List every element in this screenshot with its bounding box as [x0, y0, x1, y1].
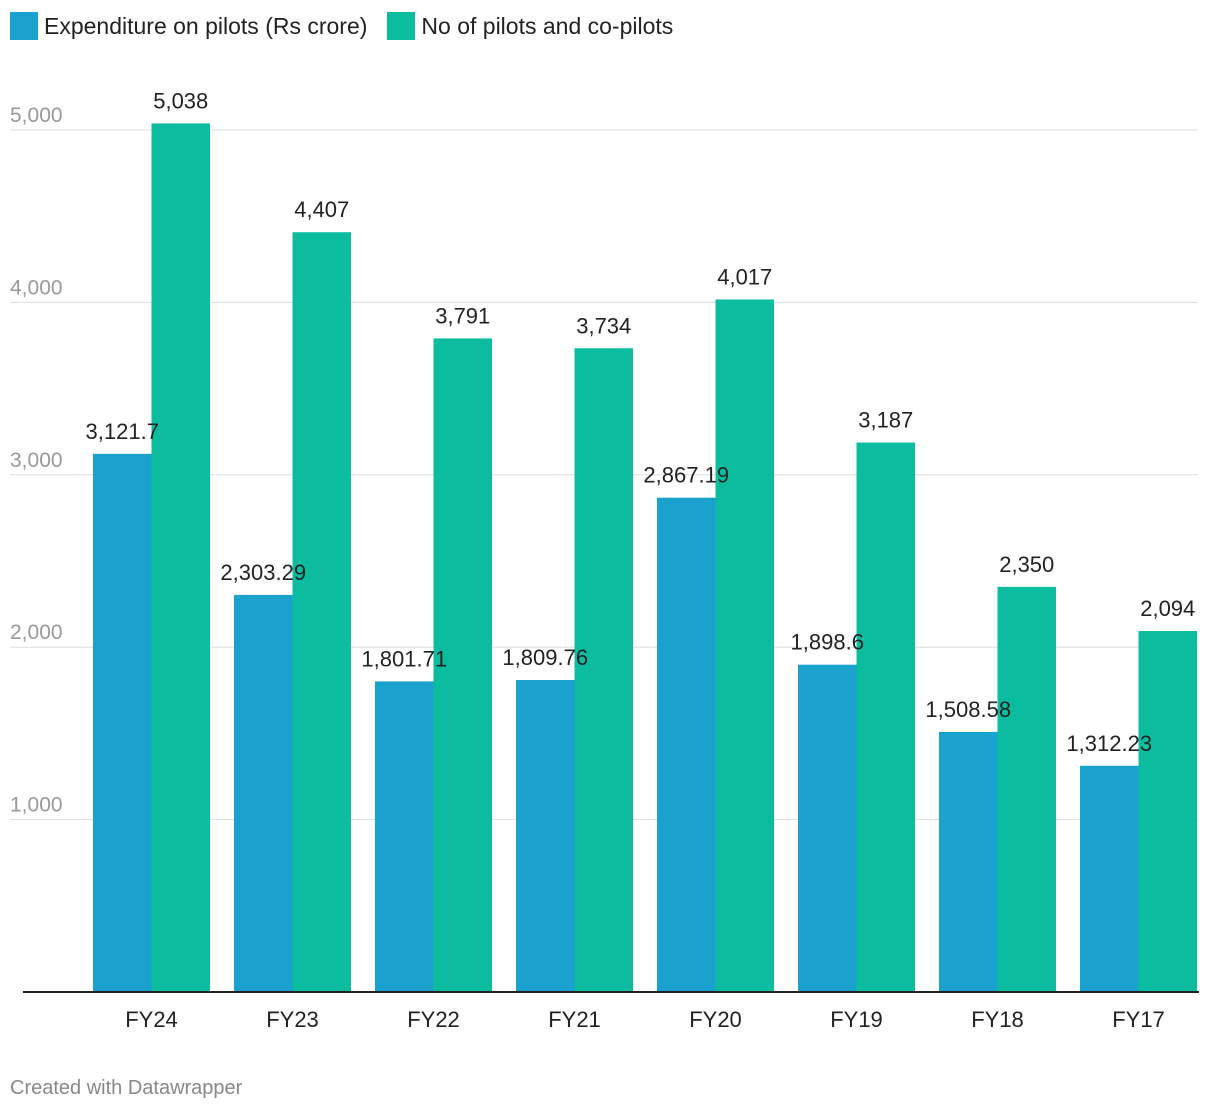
bar-pilots-fy19	[856, 442, 915, 993]
legend: Expenditure on pilots (Rs crore) No of p…	[10, 12, 693, 40]
data-label-expenditure-fy22: 1,801.71	[361, 646, 447, 671]
y-tick-label: 1,000	[10, 794, 63, 817]
data-label-expenditure-fy21: 1,809.76	[502, 645, 588, 670]
x-tick-label-fy23: FY23	[266, 1007, 319, 1032]
data-label-pilots-fy17: 2,094	[1140, 596, 1195, 621]
data-label-pilots-fy20: 4,017	[717, 264, 772, 289]
footer-credit[interactable]: Created with Datawrapper	[10, 1077, 243, 1099]
data-label-pilots-fy18: 2,350	[999, 552, 1054, 577]
data-label-pilots-fy23: 4,407	[294, 197, 349, 222]
data-label-expenditure-fy24: 3,121.7	[86, 419, 159, 444]
bar-expenditure-fy19	[798, 664, 857, 992]
bar-expenditure-fy22	[375, 681, 434, 992]
bar-expenditure-fy17	[1080, 765, 1139, 992]
x-tick-label-fy17: FY17	[1112, 1007, 1165, 1032]
x-tick-label-fy22: FY22	[407, 1007, 460, 1032]
data-label-pilots-fy19: 3,187	[858, 408, 913, 433]
data-label-expenditure-fy20: 2,867.19	[643, 463, 729, 488]
bar-pilots-fy23	[292, 232, 351, 992]
bar-expenditure-fy20	[657, 497, 716, 992]
data-label-expenditure-fy17: 1,312.23	[1066, 731, 1152, 756]
data-label-expenditure-fy23: 2,303.29	[220, 560, 306, 585]
legend-item-expenditure[interactable]: Expenditure on pilots (Rs crore)	[10, 12, 367, 40]
legend-label-expenditure: Expenditure on pilots (Rs crore)	[44, 12, 368, 39]
bar-pilots-fy21	[574, 348, 633, 992]
y-tick-label: 2,000	[10, 621, 63, 644]
data-label-pilots-fy24: 5,038	[153, 88, 208, 113]
bar-pilots-fy24	[151, 123, 210, 993]
legend-label-pilots: No of pilots and co-pilots	[421, 12, 674, 39]
x-tick-label-fy24: FY24	[125, 1007, 178, 1032]
legend-item-pilots[interactable]: No of pilots and co-pilots	[387, 12, 673, 40]
bar-pilots-fy20	[715, 299, 774, 992]
bar-expenditure-fy21	[516, 679, 575, 992]
bar-pilots-fy22	[433, 338, 492, 992]
bar-expenditure-fy18	[939, 731, 998, 992]
y-tick-label: 4,000	[10, 276, 63, 299]
x-tick-label-fy19: FY19	[830, 1007, 883, 1032]
data-label-expenditure-fy18: 1,508.58	[925, 697, 1011, 722]
x-tick-label-fy20: FY20	[689, 1007, 742, 1032]
y-tick-label: 3,000	[10, 449, 63, 472]
x-tick-label-fy21: FY21	[548, 1007, 601, 1032]
bar-pilots-fy17	[1138, 630, 1197, 992]
data-label-pilots-fy22: 3,791	[435, 303, 490, 328]
bar-expenditure-fy24	[93, 453, 152, 992]
legend-swatch-expenditure	[10, 12, 38, 40]
bar-pilots-fy18	[997, 586, 1056, 992]
bar-expenditure-fy23	[234, 594, 293, 992]
legend-swatch-pilots	[387, 12, 416, 40]
y-tick-label: 5,000	[10, 104, 63, 127]
data-label-expenditure-fy19: 1,898.6	[791, 630, 864, 655]
x-tick-label-fy18: FY18	[971, 1007, 1024, 1032]
data-label-pilots-fy21: 3,734	[576, 313, 631, 338]
